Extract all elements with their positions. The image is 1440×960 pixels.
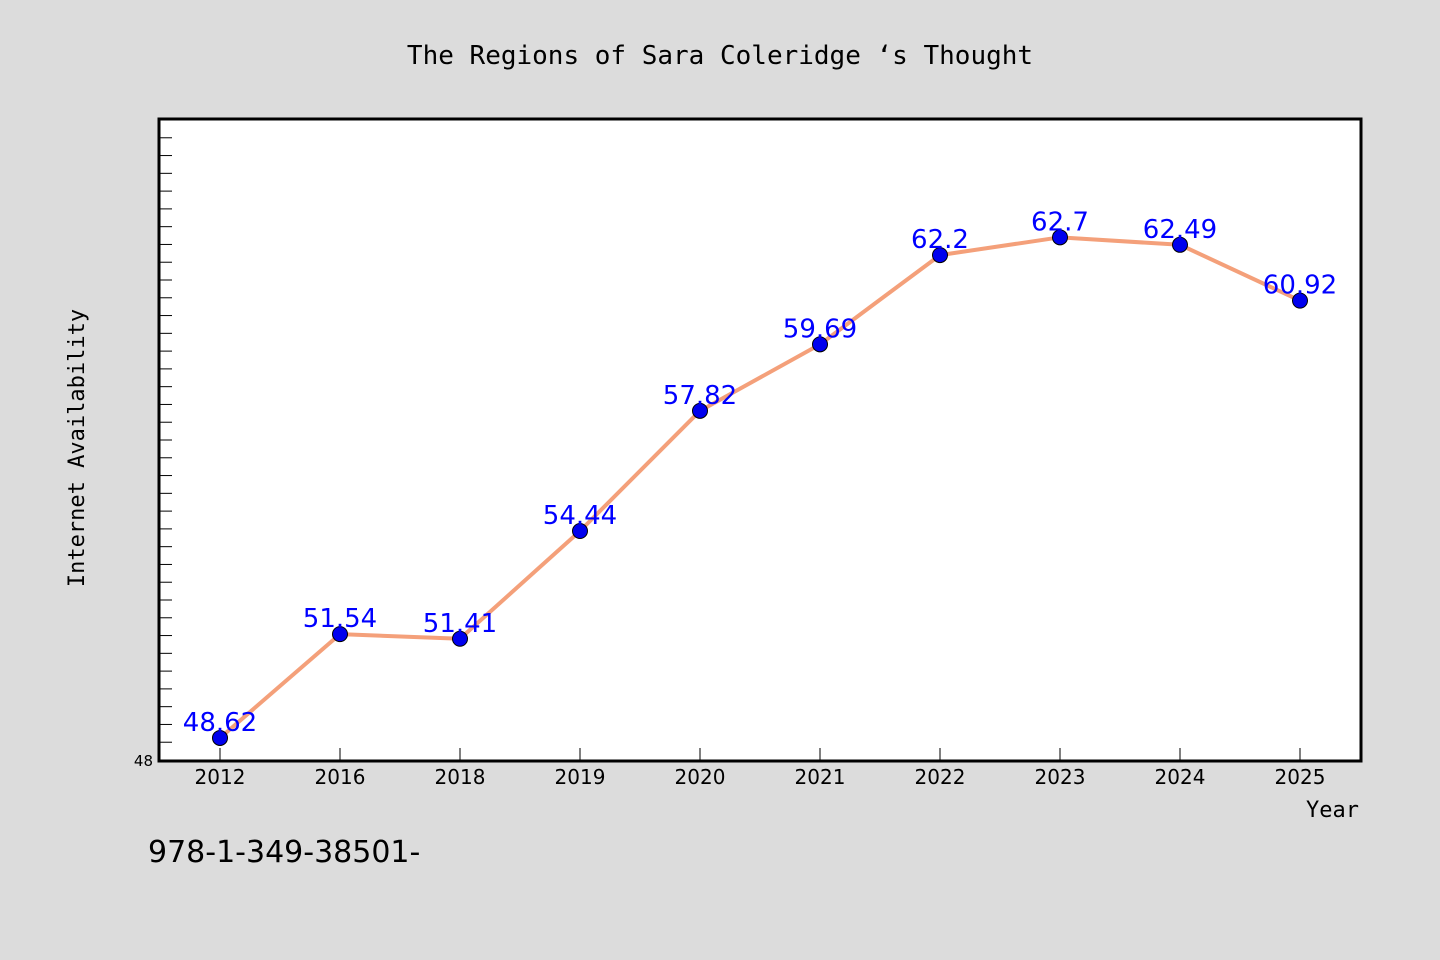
chart-title: The Regions of Sara Coleridge ‘s Thought bbox=[407, 41, 1033, 71]
x-tick-label: 2024 bbox=[1155, 765, 1206, 789]
footnote: 978-1-349-38501- bbox=[148, 835, 420, 870]
data-point bbox=[1292, 292, 1308, 309]
x-tick-label: 2025 bbox=[1275, 765, 1326, 789]
data-label: 51.54 bbox=[303, 604, 377, 634]
data-label: 51.41 bbox=[423, 609, 497, 639]
y-tick-label: 48 bbox=[134, 752, 153, 770]
data-point bbox=[812, 336, 828, 353]
data-label: 54.44 bbox=[543, 501, 617, 531]
y-axis-label: Internet Availability bbox=[65, 309, 90, 587]
x-tick-label: 2019 bbox=[555, 765, 606, 789]
x-axis-ticks: 2012 2016 2018 2019 2020 2021 2022 2023 2024 2025 bbox=[195, 748, 1326, 789]
x-tick-label: 2018 bbox=[435, 765, 486, 789]
data-label: 48.62 bbox=[183, 708, 257, 738]
x-tick-label: 2012 bbox=[195, 765, 246, 789]
data-point bbox=[1172, 236, 1188, 253]
series-layer: 48.62 51.54 51.41 54.44 57.82 59.69 62.2 62.7 62… bbox=[183, 207, 1337, 746]
data-label: 57.82 bbox=[663, 381, 737, 411]
data-point bbox=[452, 630, 468, 647]
data-label: 62.49 bbox=[1143, 215, 1217, 245]
data-point bbox=[212, 729, 228, 746]
data-label: 62.7 bbox=[1031, 207, 1089, 237]
x-tick-label: 2020 bbox=[675, 765, 726, 789]
data-point bbox=[1052, 229, 1068, 246]
x-tick-label: 2016 bbox=[315, 765, 366, 789]
x-tick-label: 2021 bbox=[795, 765, 846, 789]
data-point bbox=[692, 402, 708, 419]
data-point bbox=[332, 626, 348, 643]
data-label: 60.92 bbox=[1263, 271, 1337, 301]
data-label: 59.69 bbox=[783, 314, 857, 344]
series-line bbox=[218, 235, 1302, 740]
x-tick-label: 2022 bbox=[915, 765, 966, 789]
x-tick-label: 2023 bbox=[1035, 765, 1086, 789]
x-axis-label: Year bbox=[1306, 798, 1359, 823]
plot-area bbox=[157, 117, 1363, 763]
data-point bbox=[572, 523, 588, 540]
data-point bbox=[932, 247, 948, 264]
y-axis-ticks: 48 bbox=[134, 137, 172, 770]
data-label: 62.2 bbox=[911, 225, 969, 255]
